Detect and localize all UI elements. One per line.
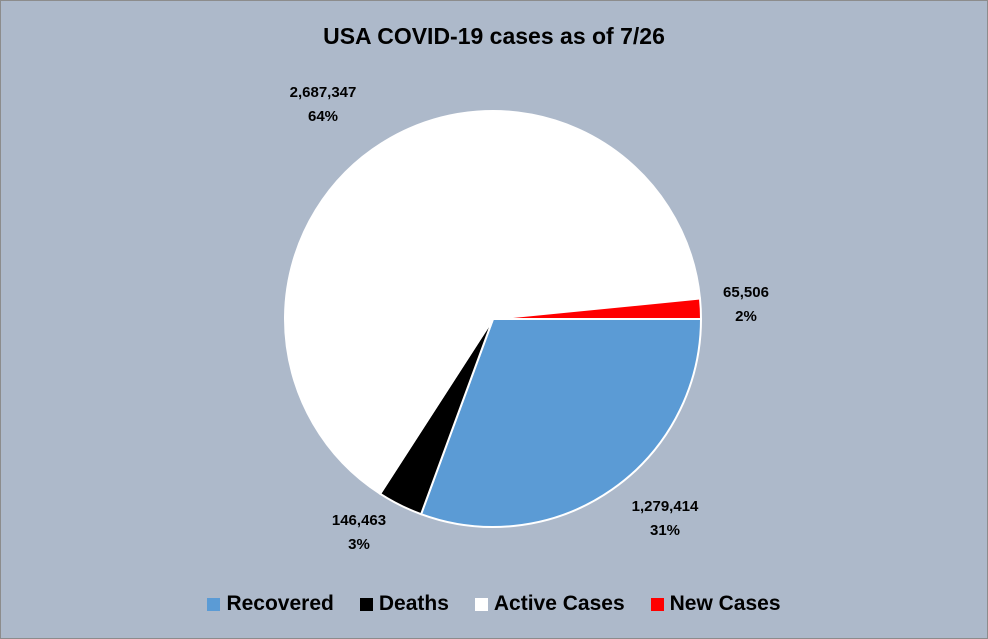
chart-title: USA COVID-19 cases as of 7/26 xyxy=(323,23,665,49)
data-label-value-new-cases: 65,506 xyxy=(723,284,769,301)
legend-swatch-active-cases xyxy=(474,597,488,611)
legend-label-new-cases: New Cases xyxy=(669,592,781,615)
pie-slice-recovered xyxy=(419,318,703,528)
data-label-value-recovered: 1,279,414 xyxy=(632,498,699,515)
pie-slice-active-cases xyxy=(284,110,702,496)
legend-label-deaths: Deaths xyxy=(378,592,449,615)
data-label-percent-deaths: 3% xyxy=(348,536,370,553)
data-label-value-deaths: 146,463 xyxy=(332,512,386,529)
legend-item-recovered: Recovered xyxy=(207,592,334,616)
data-label-value-active-cases: 2,687,347 xyxy=(290,84,357,101)
legend-label-recovered: Recovered xyxy=(226,592,334,615)
legend-item-active-cases: Active Cases xyxy=(474,592,625,616)
legend-swatch-recovered xyxy=(207,597,221,611)
data-label-percent-new-cases: 2% xyxy=(735,308,757,325)
data-label-percent-active-cases: 64% xyxy=(308,108,338,125)
pie-slice-new-cases xyxy=(492,297,703,320)
legend-item-deaths: Deaths xyxy=(359,592,449,616)
legend: Recovered Deaths Active Cases New Cases xyxy=(1,592,987,616)
legend-label-active-cases: Active Cases xyxy=(493,592,625,615)
legend-swatch-new-cases xyxy=(650,597,664,611)
legend-item-new-cases: New Cases xyxy=(650,592,781,616)
data-label-percent-recovered: 31% xyxy=(650,522,680,539)
legend-swatch-deaths xyxy=(359,597,373,611)
